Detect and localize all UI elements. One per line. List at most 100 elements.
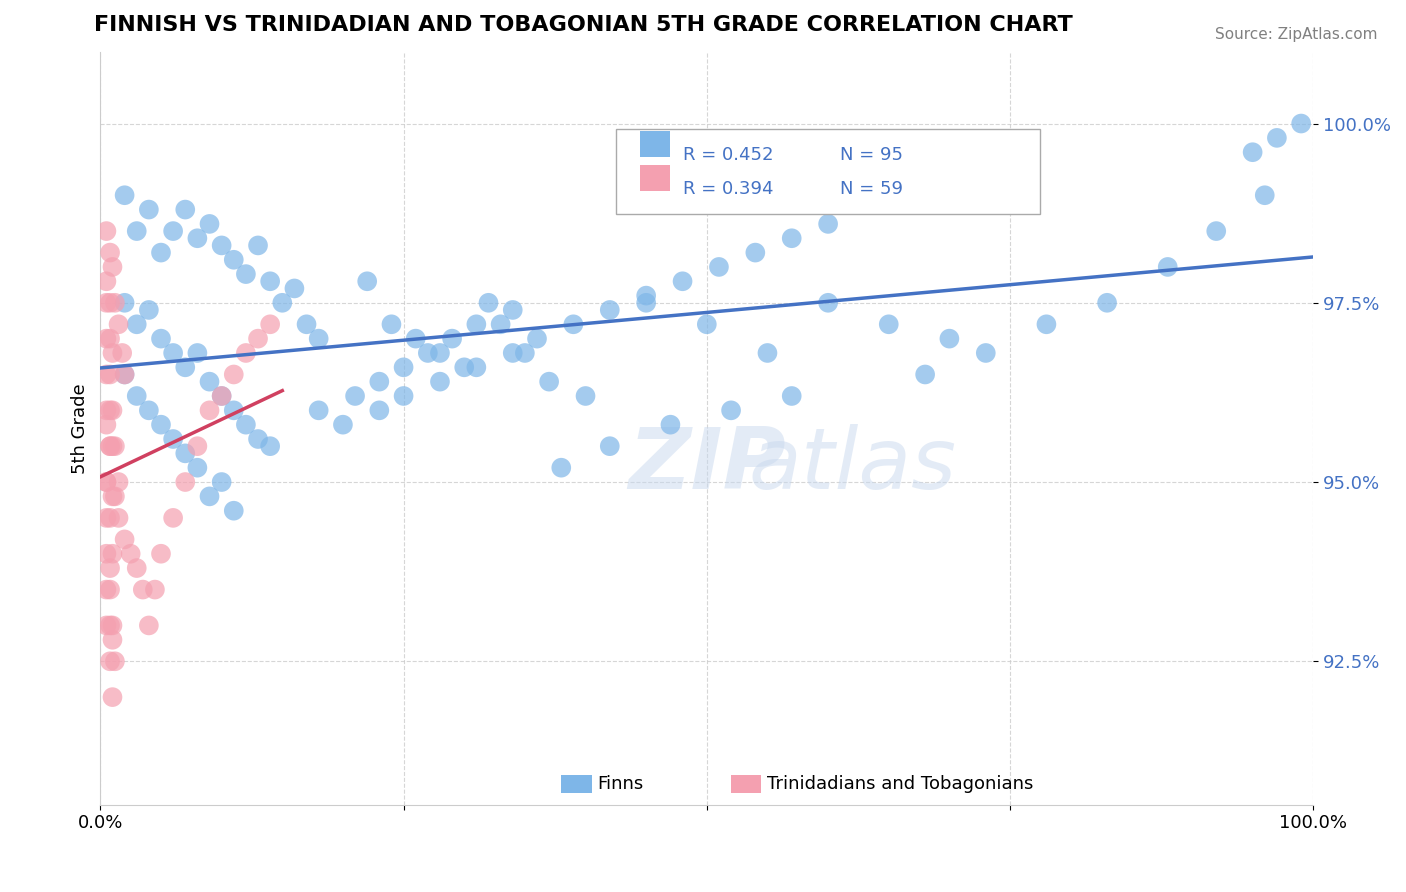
Point bbox=[114, 368, 136, 382]
Point bbox=[211, 238, 233, 252]
Point bbox=[186, 460, 208, 475]
Point bbox=[104, 439, 127, 453]
Point bbox=[101, 439, 124, 453]
Point bbox=[150, 245, 173, 260]
Point bbox=[465, 318, 488, 332]
Point bbox=[138, 302, 160, 317]
Point bbox=[162, 346, 184, 360]
Text: N = 59: N = 59 bbox=[841, 180, 903, 198]
Point bbox=[817, 217, 839, 231]
Point bbox=[356, 274, 378, 288]
Text: Trinidadians and Tobagonians: Trinidadians and Tobagonians bbox=[768, 775, 1033, 793]
Point bbox=[1265, 131, 1288, 145]
Point bbox=[780, 231, 803, 245]
Point bbox=[114, 368, 136, 382]
Point bbox=[101, 547, 124, 561]
Point bbox=[101, 260, 124, 274]
Point bbox=[96, 295, 118, 310]
Point bbox=[96, 417, 118, 432]
Point bbox=[162, 224, 184, 238]
Point bbox=[1157, 260, 1180, 274]
Point bbox=[96, 224, 118, 238]
Point bbox=[271, 295, 294, 310]
Point bbox=[877, 318, 900, 332]
Point bbox=[222, 504, 245, 518]
Point bbox=[295, 318, 318, 332]
Point bbox=[174, 360, 197, 375]
Point bbox=[143, 582, 166, 597]
Point bbox=[308, 403, 330, 417]
Point bbox=[429, 346, 451, 360]
Point bbox=[101, 403, 124, 417]
Point bbox=[198, 217, 221, 231]
Point bbox=[114, 295, 136, 310]
Point bbox=[574, 389, 596, 403]
Point bbox=[562, 318, 585, 332]
Point bbox=[174, 475, 197, 489]
Point bbox=[368, 375, 391, 389]
Point bbox=[974, 346, 997, 360]
Point bbox=[96, 511, 118, 525]
Point bbox=[101, 690, 124, 705]
Text: Finns: Finns bbox=[598, 775, 644, 793]
Point bbox=[96, 618, 118, 632]
Point bbox=[380, 318, 402, 332]
Point bbox=[138, 403, 160, 417]
Point bbox=[477, 295, 499, 310]
Point bbox=[405, 332, 427, 346]
Point bbox=[104, 295, 127, 310]
Point bbox=[744, 245, 766, 260]
Point bbox=[465, 360, 488, 375]
Point bbox=[489, 318, 512, 332]
Point bbox=[96, 475, 118, 489]
Point bbox=[259, 439, 281, 453]
Point bbox=[780, 389, 803, 403]
Point bbox=[186, 439, 208, 453]
Point bbox=[513, 346, 536, 360]
Point bbox=[132, 582, 155, 597]
Point bbox=[98, 618, 121, 632]
Point bbox=[174, 446, 197, 460]
Point bbox=[235, 267, 257, 281]
Point bbox=[114, 188, 136, 202]
Point bbox=[98, 439, 121, 453]
Point bbox=[696, 318, 718, 332]
Point bbox=[150, 417, 173, 432]
Point bbox=[1205, 224, 1227, 238]
Point bbox=[599, 302, 621, 317]
Point bbox=[98, 245, 121, 260]
Point bbox=[120, 547, 142, 561]
Point bbox=[283, 281, 305, 295]
Text: N = 95: N = 95 bbox=[841, 146, 903, 164]
Text: FINNISH VS TRINIDADIAN AND TOBAGONIAN 5TH GRADE CORRELATION CHART: FINNISH VS TRINIDADIAN AND TOBAGONIAN 5T… bbox=[94, 15, 1073, 35]
Point bbox=[174, 202, 197, 217]
Bar bbox=[561, 774, 592, 793]
Point bbox=[416, 346, 439, 360]
Point bbox=[114, 533, 136, 547]
Point bbox=[1241, 145, 1264, 160]
Point bbox=[671, 274, 693, 288]
Point bbox=[247, 332, 270, 346]
Point bbox=[720, 403, 742, 417]
Point bbox=[101, 346, 124, 360]
Point bbox=[392, 389, 415, 403]
Point bbox=[332, 417, 354, 432]
Point bbox=[104, 654, 127, 668]
Bar bbox=[731, 774, 762, 793]
Point bbox=[502, 302, 524, 317]
Point bbox=[247, 238, 270, 252]
Point bbox=[98, 582, 121, 597]
Point bbox=[938, 332, 960, 346]
Point bbox=[235, 346, 257, 360]
Point bbox=[96, 274, 118, 288]
Point bbox=[636, 295, 658, 310]
Point bbox=[1035, 318, 1057, 332]
Point bbox=[96, 403, 118, 417]
Text: atlas: atlas bbox=[748, 425, 956, 508]
Point bbox=[453, 360, 475, 375]
Point bbox=[125, 389, 148, 403]
Point bbox=[111, 346, 134, 360]
Point bbox=[98, 403, 121, 417]
Point bbox=[198, 375, 221, 389]
Point bbox=[186, 346, 208, 360]
